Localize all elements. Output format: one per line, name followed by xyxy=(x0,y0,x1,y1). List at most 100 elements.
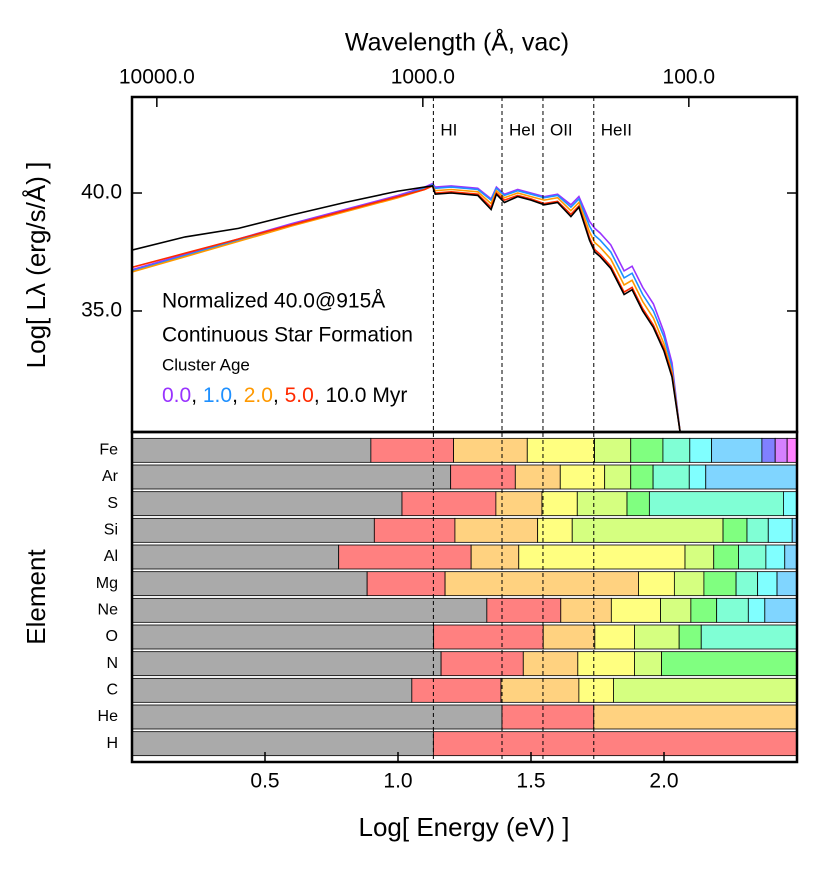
bottom-frame xyxy=(130,430,799,764)
x-tick-label: 0.5 xyxy=(250,770,279,793)
ionization-stage xyxy=(660,597,692,623)
ionization-stage xyxy=(661,651,798,677)
ionization-stage xyxy=(542,624,596,650)
ionization-stage xyxy=(764,597,798,623)
ionization-stage xyxy=(500,677,580,703)
ionization-stage xyxy=(765,544,786,570)
element-label: Ar xyxy=(102,468,119,485)
ionization-stage xyxy=(432,731,798,757)
legend-separator: , xyxy=(191,384,203,407)
ionization-stage xyxy=(634,651,663,677)
ionization-stage xyxy=(776,571,798,597)
ionization-stage xyxy=(131,464,452,490)
ionization-stage xyxy=(514,464,561,490)
ionization-stage xyxy=(713,544,739,570)
ionization-stage xyxy=(526,437,595,463)
ionization-stage xyxy=(501,704,595,730)
ionization-stage xyxy=(703,571,737,597)
ionization-stage xyxy=(571,517,724,543)
ionization-stage xyxy=(370,437,454,463)
x2-tick-label: 10000.0 xyxy=(119,66,195,89)
ionization-stage xyxy=(560,597,612,623)
ionization-stage xyxy=(738,544,767,570)
ionization-stage xyxy=(673,571,705,597)
ionization-stage xyxy=(401,491,497,517)
ionization-stage xyxy=(610,597,661,623)
ionization-stage xyxy=(131,704,503,730)
ionization-stage xyxy=(705,464,798,490)
ionization-stage xyxy=(411,677,502,703)
top-frame xyxy=(130,95,799,434)
ionization-stage xyxy=(634,624,680,650)
spectrum-line xyxy=(132,182,681,432)
element-label: C xyxy=(106,682,118,699)
ionization-stage xyxy=(131,491,403,517)
ionization-stage xyxy=(716,597,749,623)
ionization-stage xyxy=(604,464,632,490)
top-axis-label: Wavelength (Å, vac) xyxy=(345,27,569,57)
annotation: Cluster Age xyxy=(162,355,250,374)
spectrum-line xyxy=(132,185,681,432)
ionization-stage xyxy=(722,517,748,543)
ionization-stage xyxy=(131,517,375,543)
element-label: N xyxy=(106,655,118,672)
ionization-stage xyxy=(700,624,798,650)
y-tick-label: 35.0 xyxy=(81,299,122,322)
ionization-stage xyxy=(690,597,718,623)
ionization-stage xyxy=(761,437,776,463)
ionization-stage xyxy=(648,491,784,517)
element-axis-label: Element xyxy=(21,549,51,645)
ionization-stage xyxy=(767,517,793,543)
legend-entry: 10.0 xyxy=(326,384,367,407)
ionization-stage xyxy=(131,651,442,677)
ionization-stage xyxy=(747,597,766,623)
ionization-stage xyxy=(593,704,798,730)
ionization-stage xyxy=(518,544,686,570)
spectra xyxy=(132,182,681,432)
ionization-stage xyxy=(486,597,562,623)
x-tick-label: 1.0 xyxy=(383,770,412,793)
ionization-stage xyxy=(440,651,524,677)
ionization-stage xyxy=(433,624,544,650)
ionization-stage xyxy=(784,544,798,570)
ionization-stage xyxy=(652,464,690,490)
ionization-stage xyxy=(576,491,628,517)
ionization-bars xyxy=(131,437,798,757)
annotation: Normalized 40.0@915Å xyxy=(162,290,385,313)
edge-label: HI xyxy=(440,120,457,139)
ionization-stage xyxy=(444,571,639,597)
ionization-stage xyxy=(559,464,606,490)
element-label: Fe xyxy=(99,442,118,459)
legend-separator: , xyxy=(232,384,244,407)
annotation: Continuous Star Formation xyxy=(162,324,413,347)
edge-label: HeII xyxy=(601,120,632,139)
legend-entry: 1.0 xyxy=(203,384,232,407)
ionization-stage xyxy=(594,437,632,463)
legend-unit: Myr xyxy=(372,384,407,407)
ionization-stage xyxy=(783,491,798,517)
ionization-stage xyxy=(684,544,715,570)
ionization-stage xyxy=(131,437,372,463)
element-label: S xyxy=(107,495,118,512)
ionization-stage xyxy=(131,571,368,597)
ionization-stage xyxy=(689,437,713,463)
ionization-stage xyxy=(757,571,778,597)
legend-separator: , xyxy=(314,384,326,407)
element-label: Si xyxy=(104,522,118,539)
ionization-stage xyxy=(131,731,434,757)
ionization-stage xyxy=(735,571,759,597)
ionization-stage xyxy=(541,491,578,517)
ionization-stage xyxy=(630,437,664,463)
x-tick-label: 2.0 xyxy=(649,770,678,793)
ionization-stage xyxy=(613,677,798,703)
ionization-stage xyxy=(366,571,446,597)
element-label: H xyxy=(106,735,118,752)
y-tick-label: 40.0 xyxy=(81,181,122,204)
element-label: He xyxy=(98,708,119,725)
ionization-stage xyxy=(630,464,654,490)
ionization-stage xyxy=(638,571,675,597)
ionization-stage xyxy=(688,464,707,490)
ionization-stage xyxy=(786,437,798,463)
ionization-stage xyxy=(131,624,435,650)
